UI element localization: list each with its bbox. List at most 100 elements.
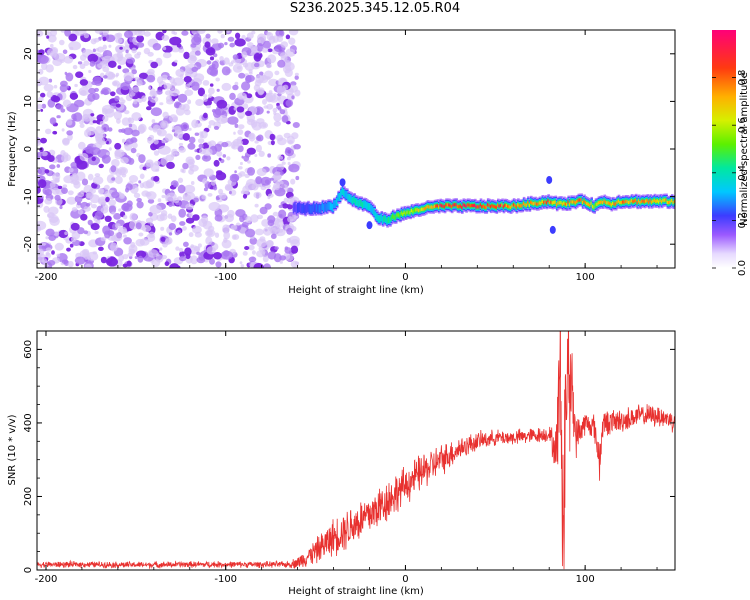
- spectrogram-noise-blob: [209, 56, 215, 61]
- spectrogram-noise-blob: [118, 254, 124, 262]
- spectrogram-track-cell: [369, 205, 372, 209]
- spectrogram-noise-blob: [273, 112, 282, 122]
- spectrogram-noise-blob: [290, 260, 299, 268]
- spectrogram-noise-blob: [111, 211, 116, 215]
- spectrogram-noise-blob: [209, 258, 215, 265]
- spectrogram-x-tick-label: -100: [214, 272, 237, 283]
- spectrogram-noise-blob: [168, 232, 173, 236]
- spectrogram-track-cell: [325, 206, 329, 210]
- spectrogram-noise-blob: [228, 190, 232, 195]
- spectrogram-track-cell: [521, 204, 524, 208]
- spectrogram-noise-blob: [232, 54, 239, 60]
- spectrogram-track-cell: [461, 205, 464, 209]
- spectrogram-noise-blob: [266, 110, 270, 114]
- spectrogram-noise-blob: [279, 30, 283, 36]
- spectrogram-noise-blob: [85, 203, 91, 207]
- spectrogram-track-cell: [468, 203, 471, 207]
- spectrogram-noise-blob: [209, 69, 218, 77]
- spectrogram-track-cell: [466, 203, 470, 207]
- spectrogram-noise-blob: [206, 104, 211, 109]
- spectrogram-track-cell: [524, 203, 527, 207]
- spectrogram-noise-blob: [248, 132, 256, 142]
- spectrogram-track-cell: [442, 204, 445, 208]
- spectrogram-noise-blob: [286, 227, 293, 235]
- spectrogram-noise-blob: [77, 209, 84, 215]
- spectrogram-noise-blob: [205, 33, 211, 39]
- spectrogram-track-cell: [333, 202, 336, 206]
- spectrogram-track-cell: [443, 205, 447, 209]
- spectrogram-track-cell: [482, 204, 486, 208]
- spectrogram-noise-blob: [219, 56, 224, 62]
- spectrogram-noise-blob: [182, 194, 192, 202]
- spectrogram-noise-blob: [191, 66, 198, 72]
- spectrogram-track-cell: [358, 201, 362, 205]
- spectrogram-noise-blob: [100, 236, 107, 242]
- spectrogram-noise-blob: [213, 159, 220, 167]
- spectrogram-track-cell: [600, 200, 604, 204]
- spectrogram-noise-blob: [228, 62, 234, 67]
- spectrogram-noise-blob: [178, 142, 184, 147]
- spectrogram-noise-blob: [66, 130, 74, 136]
- colorbar-label: Normalized spectral amplitude: [739, 72, 750, 226]
- spectrogram-noise-blob: [286, 156, 291, 161]
- spectrogram-noise-blob: [114, 95, 120, 102]
- colorbar: 0.0 0.2 0.4 0.6 0.8 Normalized spectral ampl…: [712, 30, 750, 276]
- snr-panel: -200 -100 0 100 0 200 400 600 Height of straig…: [7, 330, 676, 597]
- spectrogram-track-cell: [486, 203, 490, 207]
- spectrogram-noise-blob: [94, 30, 103, 34]
- spectrogram-noise-blob: [108, 147, 112, 151]
- spectrogram-noise-blob: [202, 148, 213, 156]
- spectrogram-noise-blob: [225, 30, 231, 33]
- spectrogram-noise-blob: [207, 124, 212, 129]
- spectrogram-noise-blob: [84, 129, 92, 138]
- spectrogram-noise-blob: [86, 251, 99, 261]
- spectrogram-noise-blob: [114, 149, 122, 157]
- spectrogram-noise-blob: [56, 253, 61, 257]
- spectrogram-noise-blob: [104, 108, 115, 118]
- spectrogram-noise-blob: [214, 232, 220, 238]
- spectrogram-noise-blob: [102, 66, 110, 73]
- spectrogram-noise-blob: [156, 89, 163, 95]
- spectrogram-noise-blob: [268, 95, 279, 103]
- spectrogram-noise-blob: [263, 226, 272, 236]
- spectrogram-track-cell: [622, 200, 625, 204]
- spectrogram-track-cell: [645, 199, 648, 203]
- spectrogram-noise-blob: [242, 193, 248, 199]
- spectrogram-track-cell: [386, 219, 389, 223]
- colorbar-gradient: [712, 30, 736, 268]
- spectrogram-noise-blob: [188, 212, 193, 217]
- spectrogram-noise-blob: [169, 263, 180, 268]
- spectrogram-track-cell: [534, 201, 537, 205]
- spectrogram-track-cell: [518, 204, 522, 208]
- spectrogram-noise-blob: [47, 155, 55, 162]
- spectrogram-noise-blob: [47, 260, 56, 266]
- spectrogram-noise-blob: [201, 195, 207, 200]
- spectrogram-noise-blob: [117, 65, 122, 70]
- spectrogram-noise-blob: [274, 70, 280, 76]
- spectrogram-noise-blob: [130, 147, 137, 154]
- spectrogram-noise-blob: [260, 185, 267, 191]
- spectrogram-track-cell: [557, 201, 560, 205]
- spectrogram-noise-blob: [136, 51, 142, 56]
- spectrogram-noise-blob: [133, 192, 141, 199]
- spectrogram-noise-blob: [61, 128, 65, 132]
- spectrogram-noise-blob: [147, 137, 155, 144]
- spectrogram-noise-blob: [278, 209, 287, 219]
- spectrogram-noise-blob: [89, 194, 100, 204]
- spectrogram-noise-blob: [245, 228, 256, 238]
- spectrogram-noise-blob: [113, 213, 121, 220]
- spectrogram-noise-blob: [267, 153, 272, 158]
- spectrogram-noise-blob: [89, 147, 101, 156]
- spectrogram-noise-blob: [52, 172, 61, 182]
- spectrogram-track-cell: [423, 207, 427, 211]
- spectrogram-noise-blob: [237, 145, 244, 153]
- spectrogram-noise-blob: [290, 178, 296, 185]
- spectrogram-noise-blob: [146, 74, 156, 83]
- spectrogram-noise-blob: [87, 93, 96, 102]
- spectrogram-track-cell: [422, 207, 425, 211]
- spectrogram-noise-blob: [229, 92, 236, 100]
- spectrogram-noise-blob: [111, 80, 120, 87]
- spectrogram-track-cell: [515, 205, 519, 209]
- spectrogram-noise-blob: [227, 36, 235, 42]
